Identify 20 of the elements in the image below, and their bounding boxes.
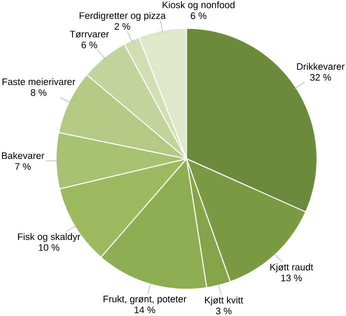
data-label: 10 % [38, 244, 60, 252]
data-label: 7 % [15, 163, 31, 170]
data-label: 6 % [190, 12, 206, 20]
slice-label: Kjøtt kvitt [205, 296, 244, 306]
data-label: 6 % [82, 42, 98, 48]
data-label: 32 % [310, 74, 331, 81]
slice-label: Tørrvarer [70, 31, 109, 38]
data-label: 14 % [134, 306, 156, 314]
slice-label: Fisk og skaldyr [18, 233, 80, 242]
slice-label: Faste meierivarer [2, 78, 76, 86]
slice-label: Frukt, grønt, poteter [104, 296, 186, 304]
slice-label: Ferdigretter og pizza [80, 12, 166, 21]
data-label: 8 % [30, 89, 46, 96]
slice-label: Kiosk og nonfood [162, 1, 234, 10]
slice-label: Kjøtt raudt [270, 264, 314, 272]
data-label: 2 % [114, 23, 130, 30]
data-label: 13 % [281, 274, 302, 282]
slice-label: Drikkevarer [297, 63, 345, 70]
data-label: 3 % [216, 308, 232, 315]
slice-label: Bakevarer [2, 152, 44, 160]
